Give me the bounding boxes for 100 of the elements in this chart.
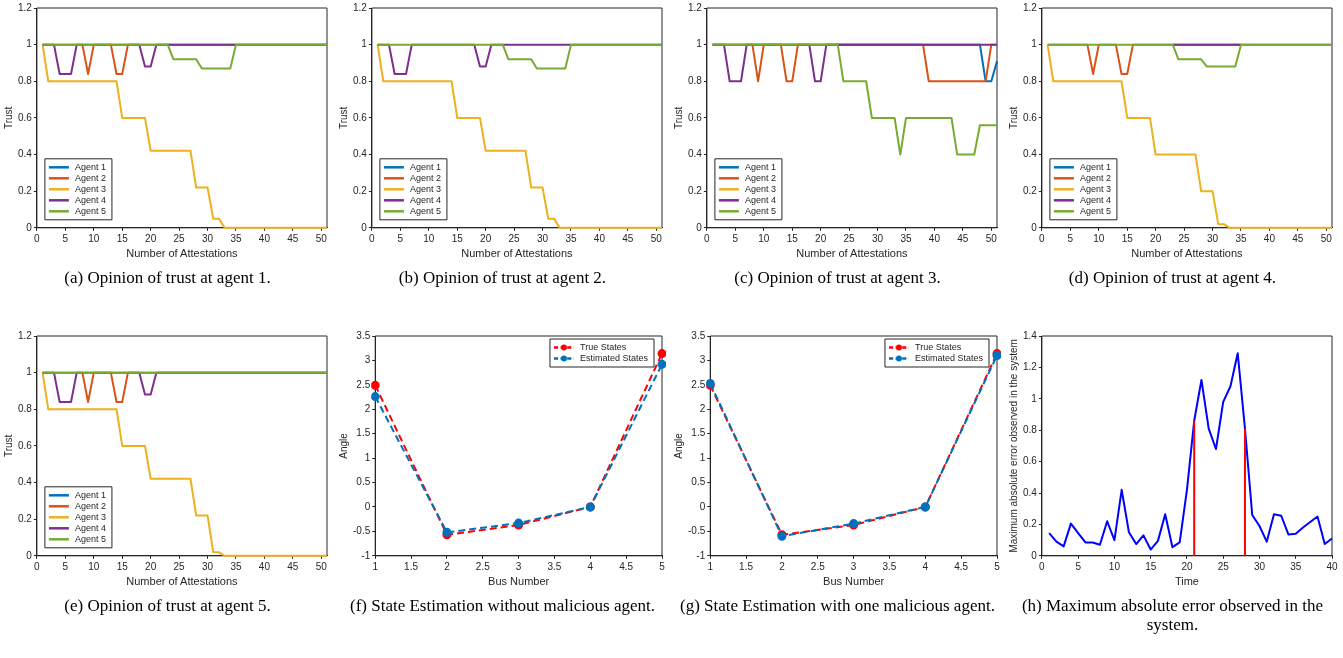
y-tick-label: 0.4 (18, 476, 33, 488)
y-axis-title: Trust (2, 434, 14, 458)
y-tick-label: 0.6 (1023, 111, 1038, 123)
x-tick-label: 25 (173, 232, 186, 244)
y-tick-label: 1 (361, 38, 368, 50)
x-axis-title: Number of Attestations (126, 247, 239, 260)
x-tick-label: 15 (1145, 560, 1157, 572)
y-tick-label: 1 (364, 451, 371, 463)
text: (h) Maximum absolute error observed in the system. (1020, 595, 1325, 634)
x-tick-label: 4.5 (619, 560, 634, 572)
x-tick-label: 15 (786, 232, 799, 244)
x-tick-label: 35 (900, 232, 912, 244)
x-tick-label: 30 (201, 560, 214, 572)
x-tick-label: 20 (1181, 560, 1193, 572)
x-axis-title: Number of Attestations (1131, 247, 1244, 260)
legend-label: Agent 4 (744, 194, 776, 205)
x-tick-label: 25 (173, 560, 186, 572)
x-tick-label: 5 (659, 560, 666, 572)
x-tick-label: 0 (34, 560, 41, 572)
x-tick-label: 5 (994, 560, 1001, 572)
x-tick-label: 30 (1253, 560, 1266, 572)
x-tick-label: 35 (1290, 560, 1302, 572)
y-tick-label: 0 (1031, 221, 1038, 233)
legend-label: Estimated States (914, 352, 984, 363)
x-tick-label: 5 (1067, 232, 1074, 244)
x-tick-label: 10 (88, 232, 100, 244)
x-tick-label: 30 (536, 232, 549, 244)
x-axis-title: Number of Attestations (126, 575, 239, 588)
legend-label: Agent 5 (74, 533, 106, 544)
x-tick-label: 30 (871, 232, 884, 244)
y-tick-label: 2.5 (691, 378, 706, 390)
x-tick-label: 4.5 (954, 560, 969, 572)
y-axis-title: Trust (672, 106, 684, 130)
x-tick-label: 50 (315, 560, 328, 572)
legend-label: Agent 4 (1079, 194, 1111, 205)
y-tick-label: 0 (26, 549, 33, 561)
legend-label: Agent 2 (744, 172, 776, 183)
y-tick-label: 1 (1031, 392, 1038, 404)
legend-label: Agent 3 (409, 183, 441, 194)
y-tick-label: 0.2 (18, 184, 33, 196)
x-tick-label: 15 (116, 560, 129, 572)
y-tick-label: 0.2 (1023, 184, 1038, 196)
x-tick-label: 45 (622, 232, 634, 244)
legend-label: Agent 1 (74, 489, 106, 500)
x-tick-label: 2 (779, 560, 786, 572)
x-tick-label: 10 (88, 560, 100, 572)
y-axis-title: Angle (672, 432, 684, 459)
y-tick-label: 0 (364, 500, 371, 512)
y-tick-label: 0.8 (18, 75, 33, 87)
x-tick-label: 50 (315, 232, 328, 244)
legend-label: Agent 1 (744, 161, 776, 172)
x-tick-label: 4 (587, 560, 594, 572)
x-tick-label: 0 (34, 232, 41, 244)
y-axis-title: Trust (1007, 106, 1019, 130)
y-tick-label: 0.8 (688, 75, 703, 87)
x-tick-label: 3.5 (547, 560, 562, 572)
x-tick-label: 35 (1235, 232, 1247, 244)
y-tick-label: -1 (696, 549, 706, 561)
legend-label: Agent 2 (409, 172, 441, 183)
x-tick-label: 25 (1178, 232, 1191, 244)
x-axis-title: Number of Attestations (461, 247, 574, 260)
y-tick-label: 0.8 (18, 403, 33, 415)
x-axis-title: Bus Number (488, 575, 550, 588)
x-tick-label: 20 (480, 232, 492, 244)
x-tick-label: 45 (287, 560, 299, 572)
y-tick-label: 1.2 (1023, 361, 1038, 373)
y-tick-label: 2.5 (356, 378, 371, 390)
y-tick-label: 0.4 (353, 148, 368, 160)
x-tick-label: 1 (372, 560, 379, 572)
legend-label: Estimated States (579, 352, 649, 363)
legend-label: Agent 3 (744, 183, 776, 194)
x-tick-label: 3.5 (882, 560, 897, 572)
x-tick-label: 35 (565, 232, 577, 244)
text: (f) State Estimation without malicious agent. (349, 595, 656, 615)
text: (d) Opinion of trust at agent 4. (1067, 267, 1278, 287)
y-tick-label: 0.2 (353, 184, 368, 196)
y-tick-label: 0.6 (18, 439, 33, 451)
legend-label: Agent 1 (1079, 161, 1111, 172)
x-tick-label: 30 (1206, 232, 1219, 244)
y-tick-label: 1 (26, 38, 33, 50)
y-tick-label: 0.6 (18, 111, 33, 123)
y-tick-label: 1.2 (688, 1, 703, 13)
x-tick-label: 40 (1263, 232, 1276, 244)
x-tick-label: 5 (62, 232, 69, 244)
y-tick-label: 0.6 (688, 111, 703, 123)
x-tick-label: 15 (116, 232, 129, 244)
x-tick-label: 25 (508, 232, 521, 244)
y-tick-label: 0.4 (18, 148, 33, 160)
x-tick-label: 40 (1326, 560, 1338, 572)
x-tick-label: 50 (985, 232, 998, 244)
x-tick-label: 5 (397, 232, 404, 244)
x-tick-label: 50 (1320, 232, 1333, 244)
x-tick-label: 3 (515, 560, 522, 572)
y-tick-label: 0.2 (1023, 518, 1038, 530)
x-tick-label: 20 (1150, 232, 1162, 244)
x-tick-label: 0 (1039, 232, 1046, 244)
legend-label: Agent 2 (74, 172, 106, 183)
y-axis-title: Trust (2, 106, 14, 130)
y-tick-label: 1.2 (18, 329, 33, 341)
x-tick-label: 45 (1292, 232, 1304, 244)
